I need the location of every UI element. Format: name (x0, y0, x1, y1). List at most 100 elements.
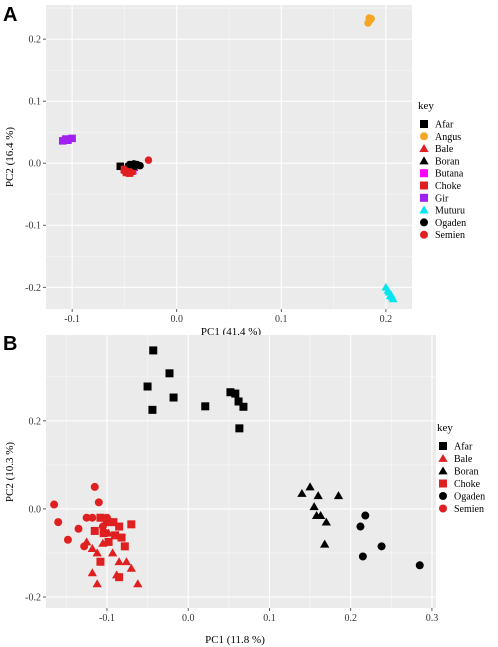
panel-b-point-bale (107, 548, 118, 557)
panel-b-point-choke (111, 531, 120, 540)
panel-a: A -0.1 0.0 0.1 0.2-0.2-0.10.00.10.2 PC1 (41… (3, 4, 466, 338)
panel-b-point-semien (54, 518, 63, 527)
panel-b-x-tick-label: 0.1 (263, 613, 276, 624)
panel-b-point-choke (99, 529, 108, 538)
panel-a-series-gir (58, 134, 76, 145)
panel-b-point-ogaden (415, 561, 424, 570)
panel-a-point-angus (365, 14, 373, 22)
panel-a-point-gir (62, 135, 70, 143)
panel-b-point-semien (63, 535, 72, 544)
panel-b-point-choke (115, 573, 124, 582)
panel-b-point-ogaden (377, 542, 386, 551)
panel-b-point-bale (92, 579, 102, 588)
panel-b-point-choke (90, 526, 99, 535)
panel-a-legend-label-boran: Boran (435, 156, 459, 167)
panel-a-point-semien (144, 156, 153, 164)
panel-b-point-afar (226, 388, 235, 397)
panel-b-legend-title: key (437, 422, 453, 434)
panel-a-legend-label-angus: Angus (435, 132, 461, 143)
panel-b-point-semien (98, 522, 107, 531)
panel-b-legend-marker-boran (438, 466, 448, 475)
panel-b-plot-background (46, 335, 436, 608)
panel-a-series-semien (120, 156, 153, 177)
panel-b-point-afar (149, 346, 158, 355)
panel-a-legend-label-butana: Butana (435, 169, 464, 180)
panel-b-legend-marker-bale (438, 453, 448, 462)
panel-b-point-afar (165, 369, 174, 378)
panel-b-point-ogaden (361, 511, 370, 520)
panel-b-point-choke (127, 520, 136, 529)
panel-a-legend-marker-boran (419, 156, 429, 165)
panel-b-legend-label-semien: Semien (454, 504, 484, 515)
panel-b-point-bale (114, 557, 124, 566)
panel-b-point-bale (87, 568, 97, 577)
panel-b-point-boran (309, 502, 319, 511)
panel-b-point-choke (120, 542, 129, 551)
panel-a-series-ogaden (125, 160, 144, 171)
panel-a-point-muturu (385, 291, 395, 300)
panel-b-series-ogaden (356, 511, 424, 570)
panel-b-point-bale (126, 563, 136, 572)
panel-b-point-boran (311, 510, 322, 519)
panel-b-point-semien (94, 498, 103, 507)
panel-b-point-choke (104, 537, 113, 546)
panel-b-x-axis-title: PC1 (11.8 %) (205, 634, 265, 646)
panel-b-point-semien (88, 513, 97, 522)
panel-b-legend-label-afar: Afar (454, 442, 473, 453)
panel-a-x-tick-label: 0.2 (380, 314, 393, 325)
panel-a-legend-label-afar: Afar (435, 120, 454, 131)
panel-b-series-afar (143, 346, 248, 433)
panel-b-point-semien (74, 524, 83, 533)
panel-b-point-boran (313, 491, 323, 500)
panel-a-series-angus (364, 14, 375, 27)
panel-a-y-tick-label: 0.2 (29, 35, 42, 46)
panel-b-legend-marker-afar (439, 442, 447, 450)
panel-b-point-afar (231, 389, 240, 398)
panel-b-point-boran (297, 488, 307, 497)
panel-b-point-afar (201, 402, 210, 411)
panel-b-y-tick-label: 0.2 (29, 416, 42, 427)
panel-a-legend-title: key (418, 100, 434, 112)
panel-b-series-semien (50, 482, 111, 551)
panel-a-plot-area: -0.1 0.0 0.1 0.2 -0.2 -0.1 0.0 0.1 0.2 (25, 5, 412, 325)
panel-b: B -0.1 0.0 0.1 0.2 0.3 -0.2 0.0 0.2 PC1 (11.8 %… (3, 333, 485, 646)
panel-a-y-axis-title: PC2 (16.4 %) (4, 127, 16, 188)
panel-b-point-afar (169, 393, 178, 402)
panel-a-legend-marker-angus (420, 132, 428, 141)
panel-b-point-afar (143, 382, 152, 391)
panel-b-point-semien (82, 513, 91, 522)
panel-b-point-afar (234, 397, 243, 406)
panel-a-legend-marker-afar (420, 120, 428, 128)
panel-a-legend-label-choke: Choke (435, 181, 462, 192)
panel-a-y-tick-label: 0.1 (29, 97, 42, 108)
panel-a-legend-marker-semien (420, 230, 428, 239)
panel-b-point-ogaden (356, 522, 365, 531)
panel-b-x-tick-label: 0.3 (426, 613, 439, 624)
panel-a-point-afar (116, 162, 124, 171)
panel-b-x-tick-label: -0.1 (99, 613, 115, 624)
panel-b-y-axis-title: PC2 (10.3 %) (4, 442, 16, 503)
panel-a-y-tick-label: 0.0 (29, 159, 42, 170)
panel-a-point-ogaden (131, 162, 139, 171)
panel-a-legend-label-muturu: Muturu (435, 206, 465, 217)
panel-a-legend-marker-butana (420, 169, 428, 178)
panel-a-y-tick-label: -0.1 (25, 221, 41, 232)
panel-a-legend-label-bale: Bale (435, 144, 454, 155)
panel-b-point-choke (109, 518, 118, 527)
panel-b-plot-area: -0.1 0.0 0.1 0.2 0.3 -0.2 0.0 0.2 (25, 335, 438, 624)
panel-b-point-choke (96, 557, 105, 566)
panel-b-legend-label-bale: Bale (454, 454, 473, 465)
panel-b-point-afar (235, 424, 244, 433)
panel-b-series-choke (90, 513, 136, 582)
panel-a-series-muturu (381, 283, 398, 303)
panel-b-legend-marker-choke (439, 479, 447, 488)
panel-b-series-boran (297, 482, 344, 548)
panel-b-point-bale (87, 543, 97, 552)
panel-b-point-choke (96, 513, 105, 522)
panel-a-x-tick-label: -0.1 (64, 314, 80, 325)
panel-b-point-bale (133, 579, 143, 588)
panel-a-point-semien (120, 167, 129, 176)
